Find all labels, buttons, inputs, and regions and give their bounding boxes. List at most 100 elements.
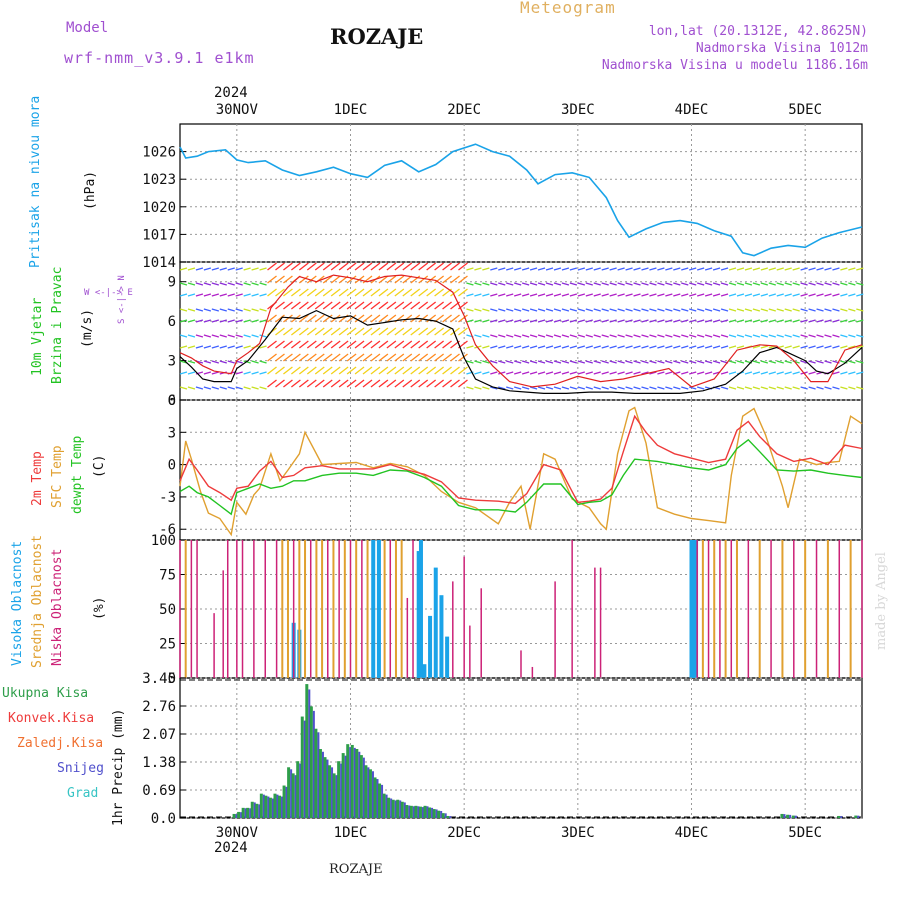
wind-arrow [283, 301, 293, 310]
wind-arrow [689, 360, 697, 364]
y-tick-label-p3: 75 [159, 568, 176, 584]
wind-arrow [744, 282, 753, 286]
wind-arrow [673, 267, 681, 271]
precip-snow-bar [403, 802, 406, 818]
model-elevation-text: Nadmorska Visina u modelu 1186.16m [601, 58, 868, 73]
wind-arrow [306, 275, 317, 284]
wind-arrow [673, 360, 681, 364]
wind-arrow [689, 345, 697, 349]
wind-arrow [625, 282, 633, 286]
wind-arrow [577, 319, 586, 323]
wind-arrow [553, 319, 562, 323]
wind-arrow [545, 282, 554, 286]
wind-arrow [593, 360, 601, 364]
precip-total-bar [341, 753, 345, 818]
wind-arrow [681, 360, 689, 364]
wind-arrow [728, 308, 737, 312]
product-title: Meteogram [520, 0, 616, 17]
wind-arrow [235, 308, 243, 312]
wind-arrow [840, 282, 848, 286]
wind-arrow [800, 334, 808, 338]
wind-arrow [529, 345, 538, 349]
wind-arrow [426, 301, 437, 310]
wind-arrow [689, 319, 697, 323]
low-cloud-bar [554, 581, 556, 678]
low-cloud-bar [327, 540, 329, 678]
wind-arrow [784, 345, 792, 349]
precip-snow-bar [244, 808, 247, 818]
wind-arrow [697, 308, 705, 312]
wind-arrow [362, 301, 373, 310]
wind-arrow [418, 262, 429, 271]
wind-arrow [752, 308, 761, 312]
wind-arrow [243, 282, 251, 286]
wind-arrow [322, 353, 333, 362]
wind-arrow [728, 267, 737, 271]
wind-arrow [744, 386, 753, 390]
temp-2m-line [179, 414, 863, 505]
coords-text: lon,lat (20.1312E, 42.8625N) [648, 24, 868, 39]
wind-arrow [346, 379, 357, 388]
low-cloud-bar [469, 625, 471, 678]
high-cloud-bar [416, 551, 421, 678]
wind-arrow [625, 360, 633, 364]
wind-arrow [824, 334, 832, 338]
precip-total-bar [291, 773, 295, 818]
wind-arrow [498, 293, 506, 297]
wind-arrow [227, 386, 235, 390]
low-cloud-bar [292, 540, 295, 678]
wind-arrow [346, 301, 357, 310]
wind-arrow [704, 334, 713, 338]
wind-arrow [179, 319, 188, 323]
wind-arrow [521, 293, 530, 297]
wind-arrow [187, 319, 196, 323]
wind-arrow [577, 386, 586, 390]
wind-arrow [227, 308, 235, 312]
wind-arrow [227, 360, 235, 364]
wind-arrow [394, 379, 405, 388]
wind-arrow [259, 267, 267, 271]
wind-arrow [633, 360, 641, 364]
wind-arrow [641, 267, 649, 271]
wind-arrow [386, 353, 397, 362]
wind-arrow [848, 267, 856, 271]
wind-arrow [800, 319, 808, 323]
wind-arrow [219, 293, 227, 297]
wind-arrow [537, 293, 546, 297]
wind-arrow [593, 319, 601, 323]
wind-arrow [553, 334, 562, 338]
wind-arrow [306, 262, 317, 271]
wind-arrow [585, 334, 593, 338]
wind-arrow [203, 308, 212, 312]
wind-arrow [490, 360, 498, 364]
wind-arrow [267, 275, 277, 284]
wind-arrow [474, 267, 482, 271]
precip-total-bar [355, 749, 359, 818]
precip-snow-bar [294, 775, 297, 818]
mid-cloud-bar [366, 540, 369, 678]
y-tick-label-p2: 3 [168, 425, 176, 441]
wind-arrow [537, 345, 546, 349]
wind-arrow [840, 308, 848, 312]
wind-arrow [243, 293, 251, 297]
precip-total-bar [437, 810, 441, 818]
low-cloud-bar [275, 540, 278, 678]
wind-arrow [290, 379, 301, 388]
wind-arrow [569, 345, 578, 349]
wind-arrow [537, 308, 546, 312]
precip-legend-hail: Grad [67, 786, 99, 801]
precip-snow-bar [253, 802, 256, 818]
y-tick-label-p2: 0 [168, 458, 176, 474]
wind-arrow [808, 308, 816, 312]
wind-arrow [856, 293, 864, 297]
wind-arrow [617, 360, 625, 364]
wind-arrow [808, 319, 816, 323]
wind-arrow [697, 360, 705, 364]
wind-arrow [362, 379, 373, 388]
wind-arrow [856, 371, 864, 375]
wind-arrow [179, 308, 188, 312]
precip-snow-bar [794, 815, 797, 818]
wind-arrow [227, 293, 235, 297]
precip-total-bar [250, 801, 254, 818]
wind-arrow [386, 262, 397, 271]
